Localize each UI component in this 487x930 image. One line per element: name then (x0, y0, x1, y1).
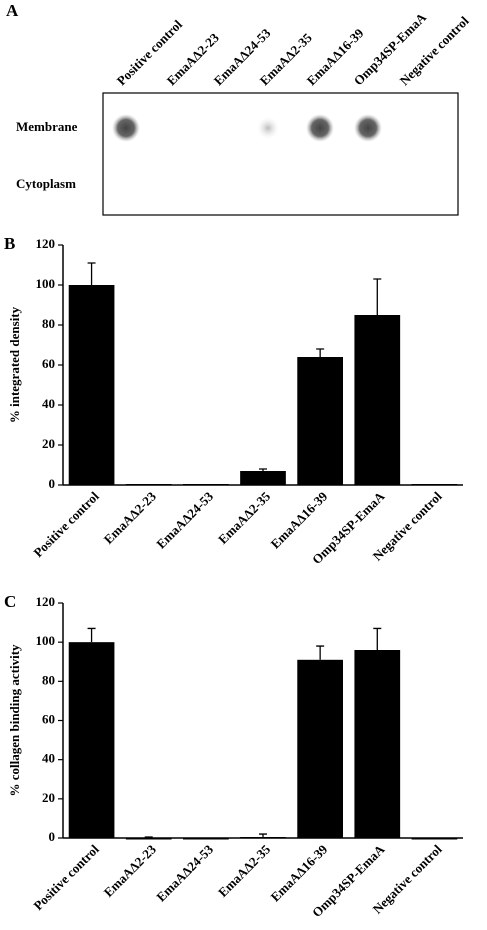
y-axis-label: % collagen binding activity (7, 644, 22, 797)
error-bar (316, 348, 325, 357)
bar (68, 285, 115, 485)
panel-label: C (4, 592, 16, 611)
x-tick-label: EmaAΔ2-23 (101, 841, 160, 900)
x-tick-label: EmaAΔ24-53 (153, 488, 216, 551)
bar (183, 838, 229, 840)
y-tick-label: 20 (42, 790, 55, 805)
panel-label: A (6, 1, 19, 20)
bar (125, 484, 172, 486)
error-bar (373, 627, 382, 650)
y-tick-label: 100 (36, 633, 56, 648)
error-bar (87, 627, 96, 643)
y-tick-label: 20 (42, 436, 55, 451)
y-tick-label: 40 (42, 396, 55, 411)
y-tick-label: 120 (36, 594, 56, 609)
bar (354, 650, 401, 838)
bar (411, 838, 458, 840)
blot-dot (354, 114, 382, 142)
blot-dot (257, 117, 279, 139)
error-bar (259, 468, 267, 471)
x-tick-label: Positive control (30, 841, 102, 913)
x-tick-label: Positive control (30, 488, 102, 560)
y-tick-label: 0 (49, 476, 56, 491)
x-tick-label: EmaAΔ24-53 (153, 841, 216, 904)
y-tick-label: 60 (42, 711, 55, 726)
error-bar (87, 262, 96, 285)
blot-dot (112, 114, 140, 142)
bar (297, 659, 343, 838)
row-label: Membrane (16, 119, 78, 134)
y-axis-label: % integrated density (7, 306, 22, 423)
error-bar (373, 278, 382, 315)
y-tick-label: 40 (42, 751, 55, 766)
bar (125, 838, 172, 840)
x-tick-label: EmaAΔ2-35 (215, 488, 274, 547)
y-tick-label: 120 (36, 236, 56, 251)
x-tick-label: EmaAΔ2-35 (215, 841, 274, 900)
error-bar (316, 645, 325, 660)
x-tick-label: EmaAΔ2-23 (101, 488, 160, 547)
bar (411, 484, 458, 486)
bar (68, 642, 115, 838)
bar (297, 357, 343, 485)
y-tick-label: 60 (42, 356, 55, 371)
bar (354, 315, 401, 485)
y-tick-label: 0 (49, 829, 56, 844)
row-label: Cytoplasm (16, 176, 76, 191)
y-tick-label: 80 (42, 672, 55, 687)
blot-dot (306, 114, 334, 142)
x-tick-label: EmaAΔ16-39 (268, 488, 331, 551)
y-tick-label: 80 (42, 316, 55, 331)
bar (240, 837, 286, 839)
error-bar (144, 836, 153, 838)
x-tick-label: EmaAΔ16-39 (268, 841, 331, 904)
panel-label: B (4, 234, 15, 253)
bar (183, 484, 229, 486)
blot-frame (102, 92, 459, 216)
y-tick-label: 100 (36, 276, 56, 291)
error-bar (259, 833, 267, 838)
bar (240, 471, 286, 485)
